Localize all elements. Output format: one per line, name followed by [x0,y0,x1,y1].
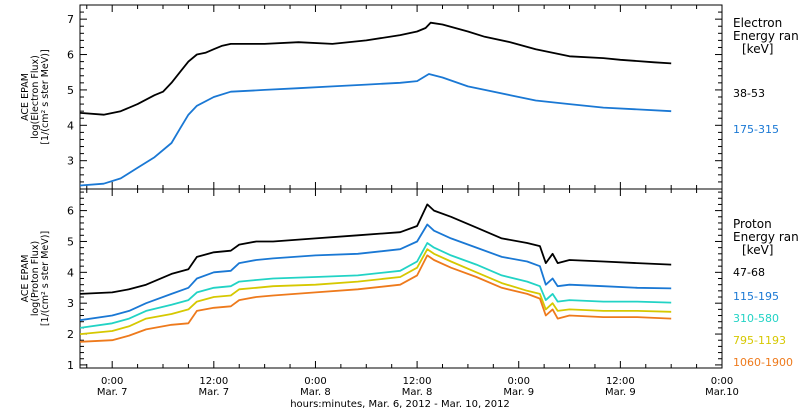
x-tick-time: 0:00 [304,376,326,387]
y-axis-label-line: ACE EPAM [20,73,31,121]
legend-entry: 47-68 [733,266,765,279]
y-axis-label-line: log(Proton Flux) [30,241,41,316]
x-tick-date: Mar. 9 [605,387,636,398]
x-tick-date: Mar. 8 [402,387,433,398]
series-line-1060-1900 [80,254,672,343]
x-tick-time: 0:00 [101,376,123,387]
legend-title: Energy ran [733,29,799,43]
x-tick-time: 0:00 [507,376,529,387]
proton-panel: 1 2 3 4 5 6 ACE EPAMlog(Proton Flux)[1/(cm² s … [20,188,799,372]
x-tick-date: Mar.10 [705,387,739,398]
legend-title: [keV] [742,42,773,56]
y-tick-label: 4 [67,266,74,279]
y-tick-label: 3 [67,297,74,310]
series-line-795-1193 [80,248,672,335]
x-tick-time: 12:00 [403,376,432,387]
x-tick-time: 0:00 [711,376,733,387]
y-tick-label: 7 [67,13,74,26]
electron-panel: 3 4 5 6 7 ACE EPAMlog(Electron Flux)[1/(cm² s… [20,4,799,190]
x-axis-title: hours:minutes, Mar. 6, 2012 - Mar. 10, 2… [290,399,510,410]
legend-entry: 795-1193 [733,334,786,347]
legend-title: Electron [733,16,782,30]
series-line-47-68 [80,203,672,295]
plot-frame [79,188,723,369]
y-axis-label: ACE EPAMlog(Electron Flux)[1/(cm² s ster… [20,49,51,144]
plot-frame [79,4,723,190]
x-tick-time: 12:00 [606,376,635,387]
series-line-175-315 [80,73,672,187]
series-line-310-580 [80,242,672,329]
y-tick-label: 2 [67,328,74,341]
x-tick-date: Mar. 8 [300,387,331,398]
y-axis-label-line: [1/(cm² s ster MeV)] [40,49,51,144]
y-tick-label: 4 [67,119,74,132]
legend-title: Energy ran [733,230,799,244]
legend-entry: 310-580 [733,312,779,325]
legend-entry: 38-53 [733,87,765,100]
legend-entry: 175-315 [733,123,779,136]
y-tick-label: 5 [67,235,74,248]
y-tick-label: 6 [67,205,74,218]
series-line-38-53 [80,21,672,116]
series-line-115-195 [80,223,672,322]
y-axis-label-line: [1/(cm² s ster MeV)] [40,231,51,326]
x-tick-time: 12:00 [199,376,228,387]
y-tick-label: 1 [67,359,74,372]
y-tick-label: 3 [67,155,74,168]
x-tick-date: Mar. 7 [97,387,128,398]
y-axis-label: ACE EPAMlog(Proton Flux)[1/(cm² s ster M… [20,231,51,326]
x-tick-date: Mar. 9 [503,387,534,398]
x-tick-date: Mar. 7 [198,387,229,398]
y-axis-label-line: ACE EPAM [20,255,31,303]
legend-title: Proton [733,217,772,231]
y-tick-label: 6 [67,49,74,62]
y-axis-label-line: log(Electron Flux) [30,55,41,139]
legend-entry: 1060-1900 [733,356,793,369]
legend-title: [keV] [742,243,773,257]
legend-entry: 115-195 [733,290,779,303]
y-tick-label: 5 [67,84,74,97]
